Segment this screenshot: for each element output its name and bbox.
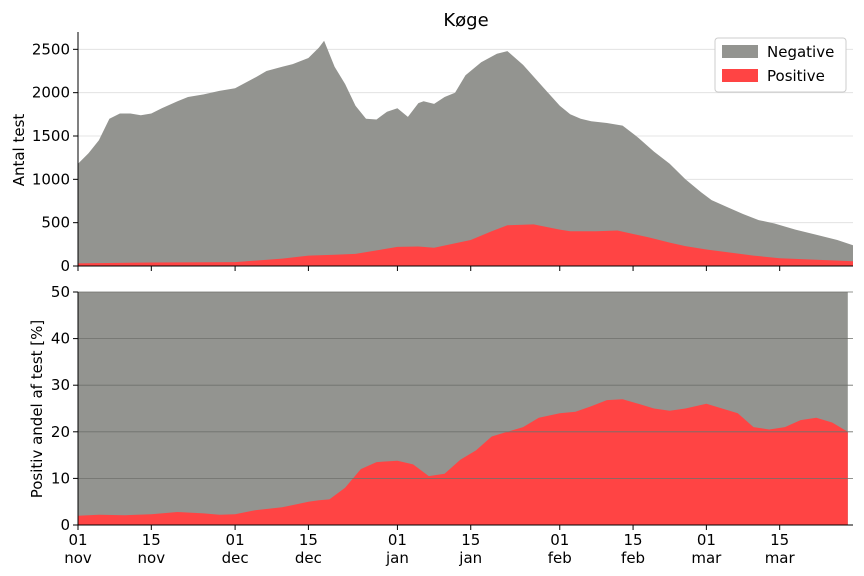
- top-x-ticks: [77, 266, 781, 271]
- y-tick-label: 30: [51, 376, 70, 394]
- y-tick-label: 2000: [32, 84, 70, 102]
- bottom-x-ticks: 01nov15nov01dec15dec01jan15jan01feb15feb…: [64, 525, 796, 567]
- x-tick-label-day: 15: [770, 531, 789, 549]
- top-y-axis-label: Antal test: [10, 114, 28, 187]
- y-tick-label: 0: [60, 257, 70, 275]
- total-tests-area: [78, 40, 853, 267]
- legend-label-negative: Negative: [767, 43, 834, 61]
- y-tick-label: 0: [60, 516, 70, 534]
- x-tick-label-day: 15: [299, 531, 318, 549]
- x-tick-label-day: 01: [388, 531, 407, 549]
- y-tick-label: 10: [51, 469, 70, 487]
- x-tick-label-day: 01: [550, 531, 569, 549]
- top-panel: 0 500 1000 1500 2000 2500 Antal test Negative…: [10, 32, 853, 275]
- y-tick-label: 500: [41, 214, 70, 232]
- x-tick-label-month: feb: [621, 549, 645, 567]
- bottom-grid: [78, 291, 853, 479]
- x-tick-label-month: nov: [138, 549, 166, 567]
- y-tick-label: 2500: [32, 40, 70, 58]
- x-tick-label-month: dec: [222, 549, 249, 567]
- x-tick-label-month: dec: [295, 549, 322, 567]
- bottom-y-ticks: 0 10 20 30 40 50: [51, 283, 78, 534]
- x-tick-label-day: 01: [697, 531, 716, 549]
- x-tick-label-month: mar: [765, 549, 796, 567]
- legend-swatch-positive: [722, 69, 758, 82]
- x-tick-label-month: mar: [691, 549, 722, 567]
- bottom-y-axis-label: Positiv andel af test [%]: [28, 320, 46, 499]
- x-tick-label-month: jan: [458, 549, 482, 567]
- legend-swatch-negative: [722, 45, 758, 58]
- y-tick-label: 40: [51, 330, 70, 348]
- legend-label-positive: Positive: [767, 67, 825, 85]
- y-tick-label: 1000: [32, 170, 70, 188]
- positive-tests-area: [78, 224, 853, 266]
- chart-title: Køge: [443, 10, 488, 31]
- y-tick-label: 1500: [32, 127, 70, 145]
- top-y-ticks: 0 500 1000 1500 2000 2500: [32, 40, 78, 275]
- x-tick-label-day: 15: [142, 531, 161, 549]
- x-tick-label-day: 15: [624, 531, 643, 549]
- x-tick-label-day: 15: [461, 531, 480, 549]
- x-tick-label-day: 01: [68, 531, 87, 549]
- y-tick-label: 50: [51, 283, 70, 301]
- x-tick-label-month: jan: [385, 549, 409, 567]
- y-tick-label: 20: [51, 423, 70, 441]
- x-tick-label-month: nov: [64, 549, 92, 567]
- positive-share-area: [78, 399, 848, 525]
- legend: Negative Positive: [714, 37, 847, 93]
- x-tick-label-month: feb: [548, 549, 572, 567]
- x-tick-label-day: 01: [226, 531, 245, 549]
